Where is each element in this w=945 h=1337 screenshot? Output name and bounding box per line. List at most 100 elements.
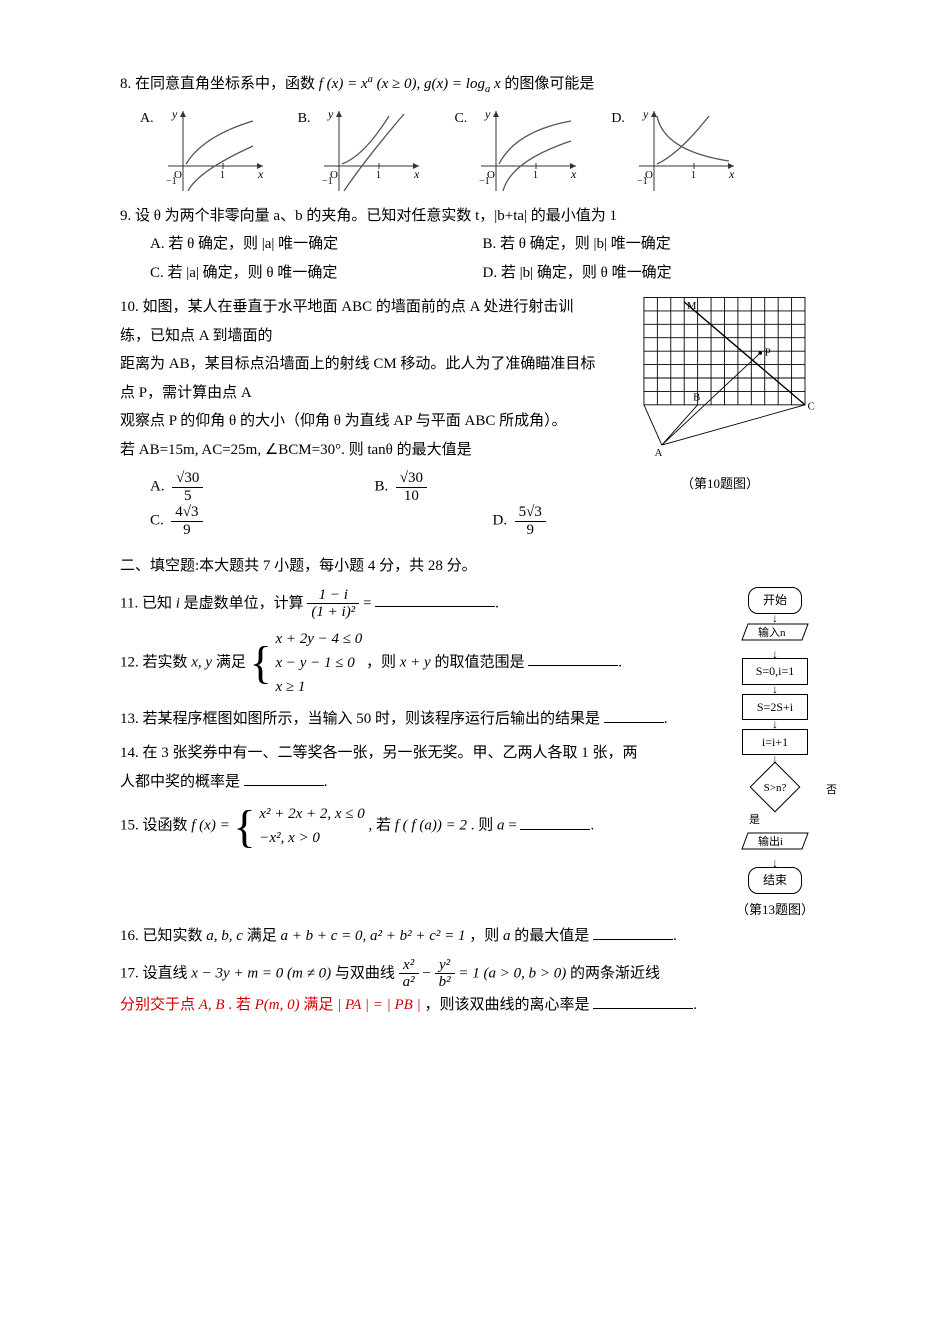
- p15-case2: −x², x > 0: [259, 830, 320, 846]
- problem-17-l2b: . 若: [228, 997, 254, 1013]
- problem-12-number: 12.: [120, 654, 139, 670]
- flow-caption: （第13题图）: [715, 898, 835, 923]
- p17-hy-num: y²: [435, 957, 455, 975]
- problem-12-t4: 的取值范围是: [434, 654, 524, 670]
- graph-A-label: A.: [140, 106, 154, 133]
- problem-15-t2: , 若: [369, 818, 395, 834]
- opt-C-den: 9: [171, 522, 202, 539]
- p16-abc: a, b, c: [206, 928, 243, 944]
- graph-D-svg: x y O 1 −1: [629, 106, 739, 196]
- flow-yes: 是: [749, 810, 835, 831]
- arrow-icon: ↓: [715, 720, 835, 728]
- svg-text:x: x: [413, 167, 420, 181]
- svg-text:y: y: [171, 107, 178, 121]
- flow-input-shape: 输入n: [740, 622, 810, 642]
- p12-xpy: x + y: [400, 654, 431, 670]
- problem-15-t1: 设函数: [143, 818, 192, 834]
- p17-line: x − 3y + m = 0 (m ≠ 0): [191, 965, 331, 981]
- flow-cond: S>n?: [752, 764, 798, 810]
- p11-num: 1 − i: [307, 587, 359, 605]
- problem-17-l2c: 满足: [303, 997, 337, 1013]
- p17-AB: A, B: [199, 997, 225, 1013]
- p12-case2: x − y − 1 ≤ 0: [275, 655, 354, 671]
- opt-A-den: 5: [172, 488, 203, 505]
- flow-end: 结束: [748, 867, 802, 894]
- blank-15: [520, 814, 590, 830]
- problem-12-t1: 若实数: [143, 654, 192, 670]
- svg-text:−1: −1: [322, 176, 333, 187]
- problem-16-t2: 满足: [247, 928, 281, 944]
- opt-B-den: 10: [396, 488, 427, 505]
- p17-hx-num: x²: [399, 957, 419, 975]
- problem-9-text: 设 θ 为两个非零向量 a、b 的夹角。已知对任意实数 t，|b+ta| 的最小…: [135, 208, 617, 224]
- problem-10-opts-row1: A. √305 B. √3010: [150, 470, 599, 504]
- arrow-icon: ↓: [715, 614, 835, 622]
- problem-17-t2: 与双曲线: [335, 965, 399, 981]
- opt-D-den: 9: [515, 522, 546, 539]
- svg-text:C: C: [808, 401, 815, 413]
- graph-C-svg: x y O 1 −1: [471, 106, 581, 196]
- flow-cond-text: S>n?: [752, 778, 798, 799]
- problem-17-t3: 的两条渐近线: [570, 965, 660, 981]
- blank-14: [244, 770, 324, 786]
- p17-hy-den: b²: [435, 974, 455, 991]
- p11-den: (1 + i)²: [307, 604, 359, 621]
- graph-A-svg: x y O 1 −1: [158, 106, 268, 196]
- problem-14-l2: 人都中奖的概率是: [120, 774, 240, 790]
- p12-xy: x, y: [191, 654, 212, 670]
- svg-text:x: x: [728, 167, 735, 181]
- flow-step2: i=i+1: [742, 729, 808, 756]
- problem-15-t4: =: [508, 818, 516, 834]
- problem-9-opt-D: D. 若 |b| 确定，则 θ 唯一确定: [483, 259, 812, 288]
- blank-12: [528, 650, 618, 666]
- problem-10-opt-B: B. √3010: [375, 470, 600, 504]
- problem-11-i: i: [176, 595, 180, 611]
- svg-text:x: x: [570, 167, 577, 181]
- problem-17-l2d: ，则该双曲线的离心率是: [424, 997, 589, 1013]
- flow-init: S=0,i=1: [742, 658, 808, 685]
- problem-9-opt-A: A. 若 θ 确定，则 |a| 唯一确定: [150, 230, 479, 259]
- svg-text:1: 1: [220, 170, 225, 181]
- svg-text:A: A: [655, 447, 663, 459]
- p15-fx: f (x) =: [191, 818, 233, 834]
- flow-output-text: 输出i: [758, 834, 783, 848]
- problem-13-number: 13.: [120, 711, 139, 727]
- problem-11-t1: 已知: [142, 595, 176, 611]
- problem-11-number: 11.: [120, 595, 138, 611]
- opt-A-num: √30: [172, 470, 203, 488]
- svg-text:x: x: [257, 167, 264, 181]
- problem-11-t2: 是虚数单位，计算: [184, 595, 308, 611]
- problem-16-t4: 的最大值是: [514, 928, 589, 944]
- graph-B-svg: x y O 1 −1: [314, 106, 424, 196]
- p17-P: P(m, 0): [255, 997, 300, 1013]
- p17-eq1: = 1 (a > 0, b > 0): [458, 965, 566, 981]
- problem-16-t3: ，则: [469, 928, 503, 944]
- problem-12-t2: 满足: [216, 654, 250, 670]
- p12-case1: x + 2y − 4 ≤ 0: [275, 631, 362, 647]
- problem-9-opt-B: B. 若 θ 确定，则 |b| 唯一确定: [483, 230, 812, 259]
- problem-13-text: 若某程序框图如图所示，当输入 50 时，则该程序运行后输出的结果是: [143, 711, 601, 727]
- blank-17: [593, 993, 693, 1009]
- p15-ffa: f ( f (a)) = 2: [395, 818, 467, 834]
- problem-17-number: 17.: [120, 965, 139, 981]
- problem-17-l2a: 分别交于点: [120, 997, 199, 1013]
- problem-8-text-after: 的图像可能是: [504, 76, 594, 92]
- p17-hx-den: a²: [399, 974, 419, 991]
- svg-text:1: 1: [376, 170, 381, 181]
- problem-14-l1: 在 3 张奖券中有一、二等奖各一张，另一张无奖。甲、乙两人各取 1 张，两: [143, 745, 638, 761]
- svg-text:y: y: [484, 107, 491, 121]
- p16-eq: a + b + c = 0, a² + b² + c² = 1: [280, 928, 465, 944]
- problem-15-number: 15.: [120, 818, 139, 834]
- graph-D: D. x y O 1 −1: [611, 106, 739, 196]
- arrow-icon: ↓: [715, 650, 835, 658]
- problem-10-number: 10.: [120, 299, 139, 315]
- svg-text:−1: −1: [479, 176, 490, 187]
- section-2-heading: 二、填空题:本大题共 7 小题，每小题 4 分，共 28 分。: [120, 552, 835, 581]
- flow-output-shape: 输出i: [740, 831, 810, 851]
- svg-text:1: 1: [533, 170, 538, 181]
- arrow-icon: ↓: [715, 685, 835, 693]
- svg-text:B: B: [693, 392, 700, 404]
- problem-8-text-before: 在同意直角坐标系中，函数: [135, 76, 319, 92]
- problem-10-svg: P M B A C: [605, 293, 835, 463]
- problem-10-fig-caption: （第10题图）: [605, 472, 835, 497]
